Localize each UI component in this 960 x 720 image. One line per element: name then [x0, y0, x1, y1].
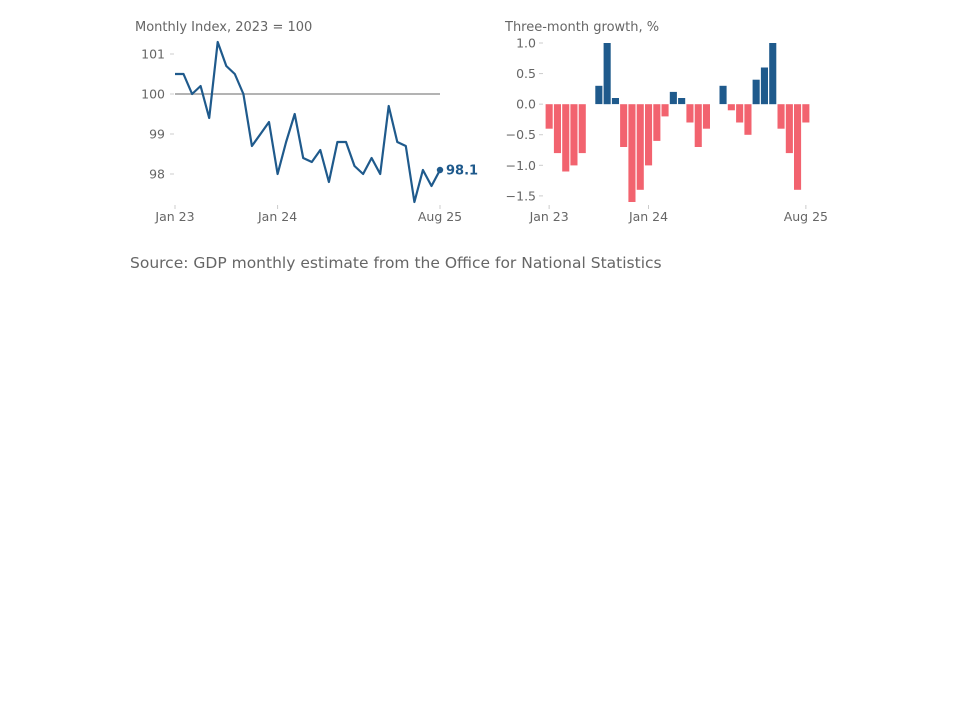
growth-bar — [603, 43, 611, 105]
growth-bar — [744, 104, 752, 135]
y-tick-label: 0.0 — [516, 97, 536, 112]
growth-bar — [661, 104, 669, 117]
line-chart-title: Monthly Index, 2023 = 100 — [135, 20, 312, 35]
growth-bar — [669, 91, 677, 105]
growth-bar — [545, 104, 553, 129]
index-series-line — [175, 40, 441, 204]
x-tick-label: Jan 24 — [628, 209, 668, 224]
charts-canvas: Monthly Index, 2023 = 100 101 100 99 98 Jan… — [135, 20, 828, 224]
growth-bar — [785, 104, 793, 154]
growth-bar — [553, 104, 561, 154]
growth-bar — [769, 43, 777, 105]
line-chart-y-axis: 101 100 99 98 — [141, 47, 174, 182]
x-tick-label: Aug 25 — [784, 209, 828, 224]
growth-bar — [620, 104, 628, 147]
bar-chart-y-axis: 1.0 0.5 0.0 −0.5 −1.0 −1.5 — [506, 36, 543, 203]
y-tick-label: 100 — [141, 87, 165, 102]
growth-bar — [595, 85, 603, 105]
growth-bar — [611, 98, 619, 105]
x-tick-label: Jan 24 — [257, 209, 297, 224]
latest-value-label: 98.1 — [446, 164, 478, 179]
growth-bar — [777, 104, 785, 129]
line-chart-x-axis: Jan 23 Jan 24 Aug 25 — [154, 205, 462, 224]
growth-bar — [736, 104, 744, 123]
growth-bar — [570, 104, 578, 166]
growth-bar — [694, 104, 702, 147]
growth-bar — [702, 104, 710, 129]
latest-value-point — [436, 166, 444, 174]
growth-bar — [653, 104, 661, 141]
x-tick-label: Jan 23 — [154, 209, 194, 224]
growth-bars — [545, 43, 810, 202]
y-tick-label: −0.5 — [506, 127, 536, 142]
y-tick-label: 101 — [141, 47, 165, 62]
source-note: Source: GDP monthly estimate from the Of… — [130, 254, 662, 272]
x-tick-label: Jan 23 — [529, 209, 569, 224]
growth-bar — [578, 104, 586, 154]
growth-bar — [628, 104, 636, 202]
three-month-growth-chart: Three-month growth, % 1.0 0.5 0.0 −0.5 −1.0 −… — [504, 20, 828, 224]
y-tick-label: 0.5 — [516, 66, 536, 81]
growth-bar — [686, 104, 694, 123]
growth-bar — [802, 104, 810, 123]
growth-bar — [562, 104, 570, 172]
bar-chart-x-axis: Jan 23 Jan 24 Aug 25 — [529, 205, 828, 224]
y-tick-label: 99 — [149, 127, 165, 142]
x-tick-label: Aug 25 — [418, 209, 462, 224]
monthly-index-chart: Monthly Index, 2023 = 100 101 100 99 98 Jan… — [135, 20, 478, 224]
y-tick-label: 1.0 — [516, 36, 536, 51]
bar-chart-title: Three-month growth, % — [504, 20, 659, 35]
growth-bar — [678, 98, 686, 105]
growth-bar — [752, 79, 760, 105]
growth-bar — [760, 67, 768, 105]
y-tick-label: −1.5 — [506, 188, 536, 203]
y-tick-label: −1.0 — [506, 158, 536, 173]
growth-bar — [636, 104, 644, 190]
y-tick-label: 98 — [149, 167, 165, 182]
growth-bar — [794, 104, 802, 190]
growth-bar — [719, 85, 727, 105]
growth-bar — [645, 104, 653, 166]
growth-bar — [727, 104, 735, 111]
